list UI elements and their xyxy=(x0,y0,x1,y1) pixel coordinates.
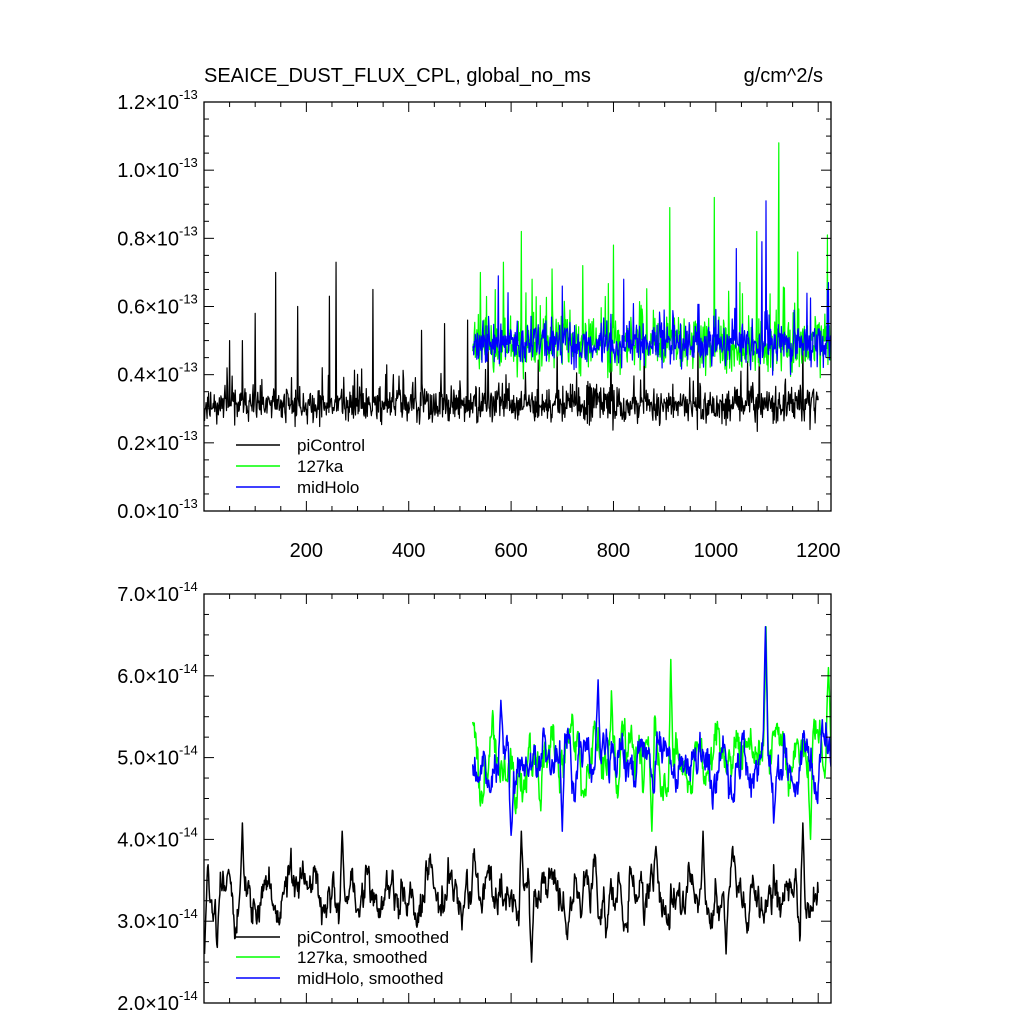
legend-label: 127ka, smoothed xyxy=(297,948,427,967)
y-tick-exponent: -13 xyxy=(179,223,198,238)
legend-label: 127ka xyxy=(297,457,344,476)
legend-label: midHolo xyxy=(297,478,359,497)
y-tick-label: 1.2×10 xyxy=(117,92,179,114)
series-line-picontrol xyxy=(204,261,819,432)
y-tick-label: 4.0×10 xyxy=(117,829,179,851)
y-tick-exponent: -13 xyxy=(179,496,198,511)
y-tick-exponent: -14 xyxy=(179,906,198,921)
x-tick-label: 1200 xyxy=(796,540,841,562)
top-panel: SEAICE_DUST_FLUX_CPL, global_no_ms g/cm^2… xyxy=(117,65,840,562)
y-tick-exponent: -13 xyxy=(179,87,198,102)
bottom-panel: 2.0×10 -143.0×10 -144.0×10 -145.0×10 -146.0×… xyxy=(117,579,832,1015)
x-tick-label: 800 xyxy=(597,540,630,562)
y-tick-exponent: -13 xyxy=(179,360,198,375)
units-label: g/cm^2/s xyxy=(744,65,823,87)
y-tick-label: 0.6×10 xyxy=(117,297,179,319)
y-tick-label: 0.4×10 xyxy=(117,365,179,387)
y-tick-exponent: -13 xyxy=(179,292,198,307)
series-line-midholo xyxy=(472,200,831,376)
y-tick-exponent: -13 xyxy=(179,428,198,443)
x-tick-label: 1000 xyxy=(694,540,739,562)
series-line-midholo-smoothed xyxy=(471,625,831,837)
legend-label: piControl xyxy=(297,436,365,455)
chart-title: SEAICE_DUST_FLUX_CPL, global_no_ms xyxy=(204,65,591,87)
y-tick-exponent: -14 xyxy=(179,988,198,1003)
y-tick-label: 2.0×10 xyxy=(117,993,179,1015)
y-tick-exponent: -14 xyxy=(179,824,198,839)
legend-label: piControl, smoothed xyxy=(297,928,449,947)
y-tick-label: 0.0×10 xyxy=(117,501,179,523)
y-tick-label: 0.2×10 xyxy=(117,433,179,455)
x-tick-label: 600 xyxy=(494,540,527,562)
series-lines xyxy=(204,625,831,963)
y-tick-label: 3.0×10 xyxy=(117,911,179,933)
y-tick-exponent: -14 xyxy=(179,743,198,758)
legend: piControl 127ka midHolo xyxy=(236,436,365,497)
x-tick-label: 400 xyxy=(392,540,425,562)
series-lines xyxy=(204,142,831,432)
y-tick-label: 5.0×10 xyxy=(117,748,179,770)
y-tick-label: 0.8×10 xyxy=(117,228,179,250)
y-tick-exponent: -14 xyxy=(179,661,198,676)
y-tick-label: 1.0×10 xyxy=(117,160,179,182)
series-line-picontrol-smoothed xyxy=(204,822,819,963)
y-tick-exponent: -13 xyxy=(179,155,198,170)
y-tick-exponent: -14 xyxy=(179,579,198,594)
series-line-127ka-smoothed xyxy=(471,625,831,841)
x-tick-label: 200 xyxy=(290,540,323,562)
y-tick-label: 6.0×10 xyxy=(117,666,179,688)
y-tick-label: 7.0×10 xyxy=(117,584,179,606)
legend-label: midHolo, smoothed xyxy=(297,969,443,988)
